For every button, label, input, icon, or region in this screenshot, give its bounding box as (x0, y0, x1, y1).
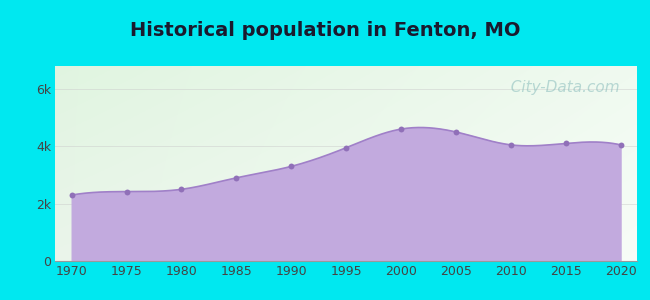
Point (450, 130, 461, 134)
Point (616, 142, 626, 147)
Point (560, 141, 571, 146)
Point (286, 164, 296, 169)
Point (396, 127, 406, 131)
Text: City-Data.com: City-Data.com (501, 80, 619, 94)
Point (231, 176, 242, 180)
Text: Historical population in Fenton, MO: Historical population in Fenton, MO (130, 21, 520, 40)
Point (506, 142, 516, 147)
Point (66, 193, 77, 197)
Point (176, 187, 187, 192)
Point (122, 189, 132, 194)
Point (341, 145, 351, 150)
